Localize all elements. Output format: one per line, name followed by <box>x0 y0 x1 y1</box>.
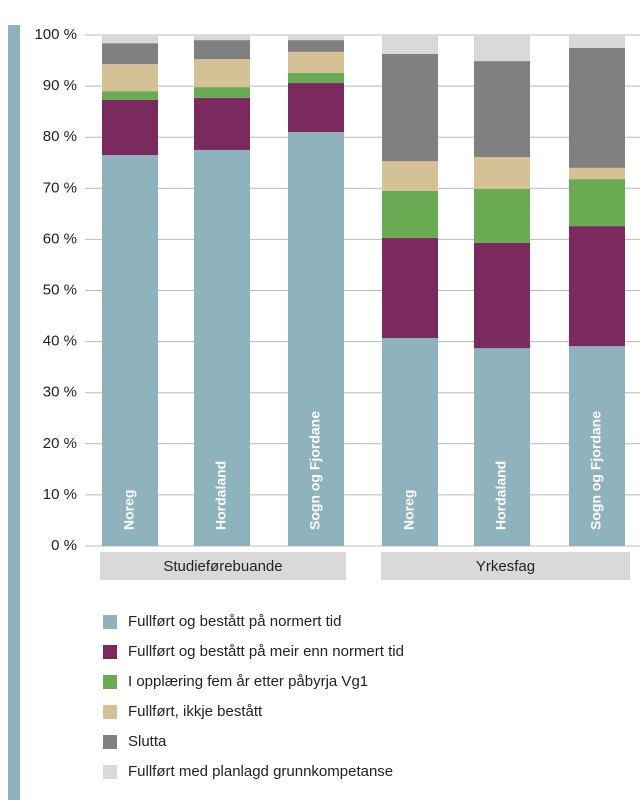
bar-segment <box>474 242 530 349</box>
bar-segment <box>288 72 344 84</box>
bar-segment <box>102 99 158 156</box>
bar-segment <box>288 132 344 546</box>
legend-swatch <box>103 765 117 779</box>
bar-segment <box>474 35 530 62</box>
legend-label: Fullført og bestått på normert tid <box>128 613 341 630</box>
y-tick-label: 10 % <box>43 486 77 503</box>
bar-segment <box>194 35 250 41</box>
y-tick-label: 50 % <box>43 281 77 298</box>
bar-label: Hordaland <box>493 461 509 530</box>
y-tick-label: 70 % <box>43 179 77 196</box>
bar-segment <box>102 155 158 546</box>
bar-segment <box>194 59 250 88</box>
legend-label: I opplæring fem år etter påbyrja Vg1 <box>128 673 368 690</box>
bar-segment <box>569 346 625 546</box>
bar-segment <box>102 64 158 92</box>
bar-segment <box>382 190 438 238</box>
bar-segment <box>569 167 625 180</box>
bar-segment <box>288 51 344 73</box>
bar-segment <box>569 179 625 227</box>
legend-swatch <box>103 615 117 629</box>
y-tick-label: 20 % <box>43 435 77 452</box>
group-label: Yrkesfag <box>476 558 535 575</box>
legend-label: Slutta <box>128 733 167 750</box>
bar-segment <box>382 35 438 54</box>
bar-segment <box>194 97 250 150</box>
bar-segment <box>194 40 250 60</box>
y-tick-label: 40 % <box>43 333 77 350</box>
legend-swatch <box>103 645 117 659</box>
bar-segment <box>474 348 530 546</box>
bar-segment <box>569 226 625 347</box>
legend-label: Fullført med planlagd grunnkompetanse <box>128 763 393 780</box>
bar-segment <box>569 35 625 48</box>
legend-label: Fullført og bestått på meir enn normert … <box>128 643 404 660</box>
y-tick-label: 100 % <box>34 26 77 43</box>
bar-label: Noreg <box>401 490 417 530</box>
y-tick-label: 80 % <box>43 128 77 145</box>
bar-segment <box>194 149 250 546</box>
bar-segment <box>102 35 158 44</box>
y-tick-label: 60 % <box>43 230 77 247</box>
bar-segment <box>382 53 438 162</box>
group-label: Studieførebuande <box>163 558 282 575</box>
bar-label: Sogn og Fjordane <box>307 411 323 530</box>
bar-segment <box>382 161 438 191</box>
bar-segment <box>194 87 250 98</box>
legend-swatch <box>103 675 117 689</box>
bar-segment <box>288 40 344 52</box>
bar-segment <box>102 43 158 65</box>
bar-segment <box>382 237 438 339</box>
legend-label: Fullført, ikkje bestått <box>128 703 263 720</box>
group-box <box>100 552 346 580</box>
legend-swatch <box>103 705 117 719</box>
bar-segment <box>102 91 158 100</box>
bar-label: Sogn og Fjordane <box>588 411 604 530</box>
y-tick-label: 30 % <box>43 384 77 401</box>
y-tick-label: 90 % <box>43 77 77 94</box>
bar-segment <box>474 61 530 158</box>
bar-segment <box>569 47 625 168</box>
y-tick-label: 0 % <box>51 537 77 554</box>
side-strip <box>8 25 20 800</box>
bar-segment <box>288 35 344 41</box>
bar-label: Hordaland <box>213 461 229 530</box>
bar-segment <box>382 338 438 546</box>
legend-swatch <box>103 735 117 749</box>
group-box <box>381 552 630 580</box>
bar-segment <box>474 188 530 243</box>
bar-label: Noreg <box>121 490 137 530</box>
bar-segment <box>474 157 530 189</box>
bar-segment <box>288 83 344 133</box>
